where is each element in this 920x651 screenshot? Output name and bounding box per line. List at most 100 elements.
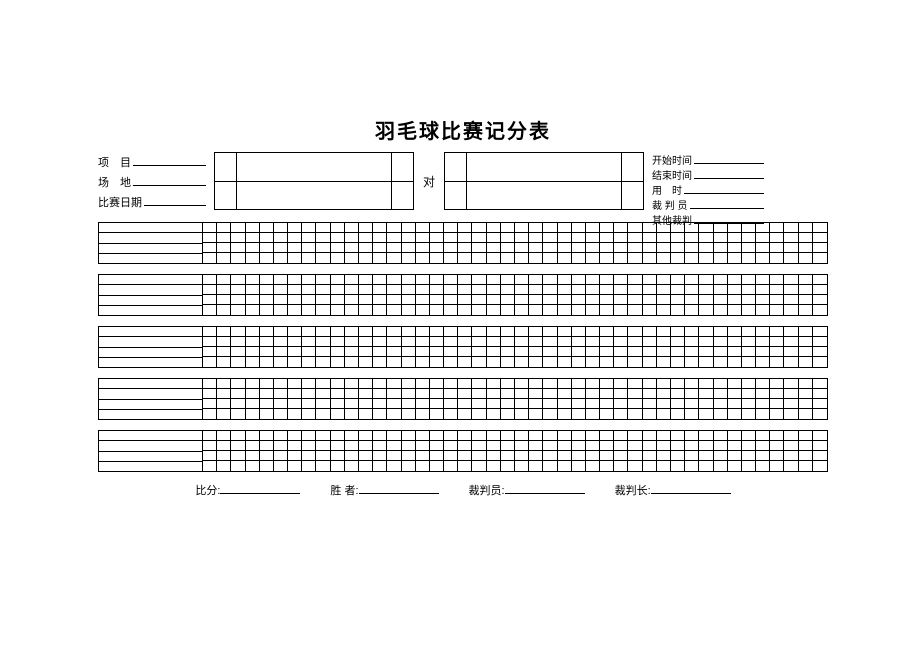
score-cell[interactable] <box>260 357 274 367</box>
score-cell[interactable] <box>756 461 770 471</box>
score-cell[interactable] <box>444 285 458 295</box>
score-cell[interactable] <box>331 461 345 471</box>
score-cell[interactable] <box>586 431 600 441</box>
score-cell[interactable] <box>643 295 657 305</box>
score-cell[interactable] <box>274 305 288 315</box>
score-cell[interactable] <box>487 327 501 337</box>
score-cell[interactable] <box>302 327 316 337</box>
score-cell[interactable] <box>359 431 373 441</box>
score-cell[interactable] <box>430 223 444 233</box>
score-cell[interactable] <box>799 223 813 233</box>
score-cell[interactable] <box>784 253 798 263</box>
score-cell[interactable] <box>657 285 671 295</box>
score-cell[interactable] <box>714 223 728 233</box>
score-cell[interactable] <box>231 253 245 263</box>
score-cell[interactable] <box>501 305 515 315</box>
score-cell[interactable] <box>515 389 529 399</box>
score-cell[interactable] <box>402 327 416 337</box>
score-cell[interactable] <box>784 275 798 285</box>
score-cell[interactable] <box>813 223 827 233</box>
score-cell[interactable] <box>756 327 770 337</box>
score-cell[interactable] <box>714 409 728 419</box>
score-cell[interactable] <box>288 389 302 399</box>
score-cell[interactable] <box>387 295 401 305</box>
score-cell[interactable] <box>543 347 557 357</box>
score-cell[interactable] <box>331 451 345 461</box>
score-cell[interactable] <box>628 223 642 233</box>
score-cell[interactable] <box>231 295 245 305</box>
score-cell[interactable] <box>770 253 784 263</box>
score-cell[interactable] <box>331 337 345 347</box>
score-cell[interactable] <box>728 431 742 441</box>
score-cell[interactable] <box>657 223 671 233</box>
score-cell[interactable] <box>529 409 543 419</box>
score-cell[interactable] <box>643 347 657 357</box>
score-cell[interactable] <box>671 389 685 399</box>
score-cell[interactable] <box>246 275 260 285</box>
score-cell[interactable] <box>402 305 416 315</box>
score-cell[interactable] <box>387 275 401 285</box>
score-cell[interactable] <box>756 253 770 263</box>
score-cell[interactable] <box>260 399 274 409</box>
score-cell[interactable] <box>302 337 316 347</box>
score-cell[interactable] <box>529 399 543 409</box>
score-cell[interactable] <box>699 327 713 337</box>
score-cell[interactable] <box>316 275 330 285</box>
score-cell[interactable] <box>572 275 586 285</box>
score-block-left-row[interactable] <box>99 243 202 253</box>
score-cell[interactable] <box>799 337 813 347</box>
score-cell[interactable] <box>558 275 572 285</box>
score-cell[interactable] <box>671 243 685 253</box>
score-cell[interactable] <box>813 441 827 451</box>
score-cell[interactable] <box>614 275 628 285</box>
score-cell[interactable] <box>756 451 770 461</box>
score-cell[interactable] <box>416 337 430 347</box>
field-venue-blank[interactable] <box>133 175 206 186</box>
score-cell[interactable] <box>288 461 302 471</box>
score-cell[interactable] <box>799 233 813 243</box>
score-cell[interactable] <box>813 461 827 471</box>
score-cell[interactable] <box>685 327 699 337</box>
score-cell[interactable] <box>373 451 387 461</box>
score-cell[interactable] <box>784 357 798 367</box>
score-cell[interactable] <box>699 379 713 389</box>
score-cell[interactable] <box>813 347 827 357</box>
score-cell[interactable] <box>260 243 274 253</box>
score-cell[interactable] <box>345 409 359 419</box>
score-cell[interactable] <box>756 275 770 285</box>
score-cell[interactable] <box>373 233 387 243</box>
score-cell[interactable] <box>699 399 713 409</box>
score-cell[interactable] <box>373 357 387 367</box>
score-cell[interactable] <box>288 305 302 315</box>
score-cell[interactable] <box>487 441 501 451</box>
score-cell[interactable] <box>217 357 231 367</box>
score-cell[interactable] <box>472 285 486 295</box>
score-cell[interactable] <box>345 379 359 389</box>
score-cell[interactable] <box>387 409 401 419</box>
score-cell[interactable] <box>685 399 699 409</box>
score-cell[interactable] <box>628 461 642 471</box>
score-cell[interactable] <box>373 275 387 285</box>
score-cell[interactable] <box>246 399 260 409</box>
score-cell[interactable] <box>614 399 628 409</box>
score-cell[interactable] <box>799 357 813 367</box>
score-cell[interactable] <box>302 253 316 263</box>
score-cell[interactable] <box>487 337 501 347</box>
score-cell[interactable] <box>813 409 827 419</box>
score-cell[interactable] <box>501 223 515 233</box>
score-cell[interactable] <box>416 285 430 295</box>
score-cell[interactable] <box>657 253 671 263</box>
score-cell[interactable] <box>359 275 373 285</box>
score-cell[interactable] <box>345 223 359 233</box>
score-cell[interactable] <box>472 305 486 315</box>
score-cell[interactable] <box>387 305 401 315</box>
score-cell[interactable] <box>472 295 486 305</box>
score-cell[interactable] <box>316 285 330 295</box>
score-cell[interactable] <box>387 327 401 337</box>
score-cell[interactable] <box>387 233 401 243</box>
score-cell[interactable] <box>373 399 387 409</box>
score-cell[interactable] <box>345 337 359 347</box>
score-cell[interactable] <box>217 431 231 441</box>
score-cell[interactable] <box>600 275 614 285</box>
score-cell[interactable] <box>671 275 685 285</box>
